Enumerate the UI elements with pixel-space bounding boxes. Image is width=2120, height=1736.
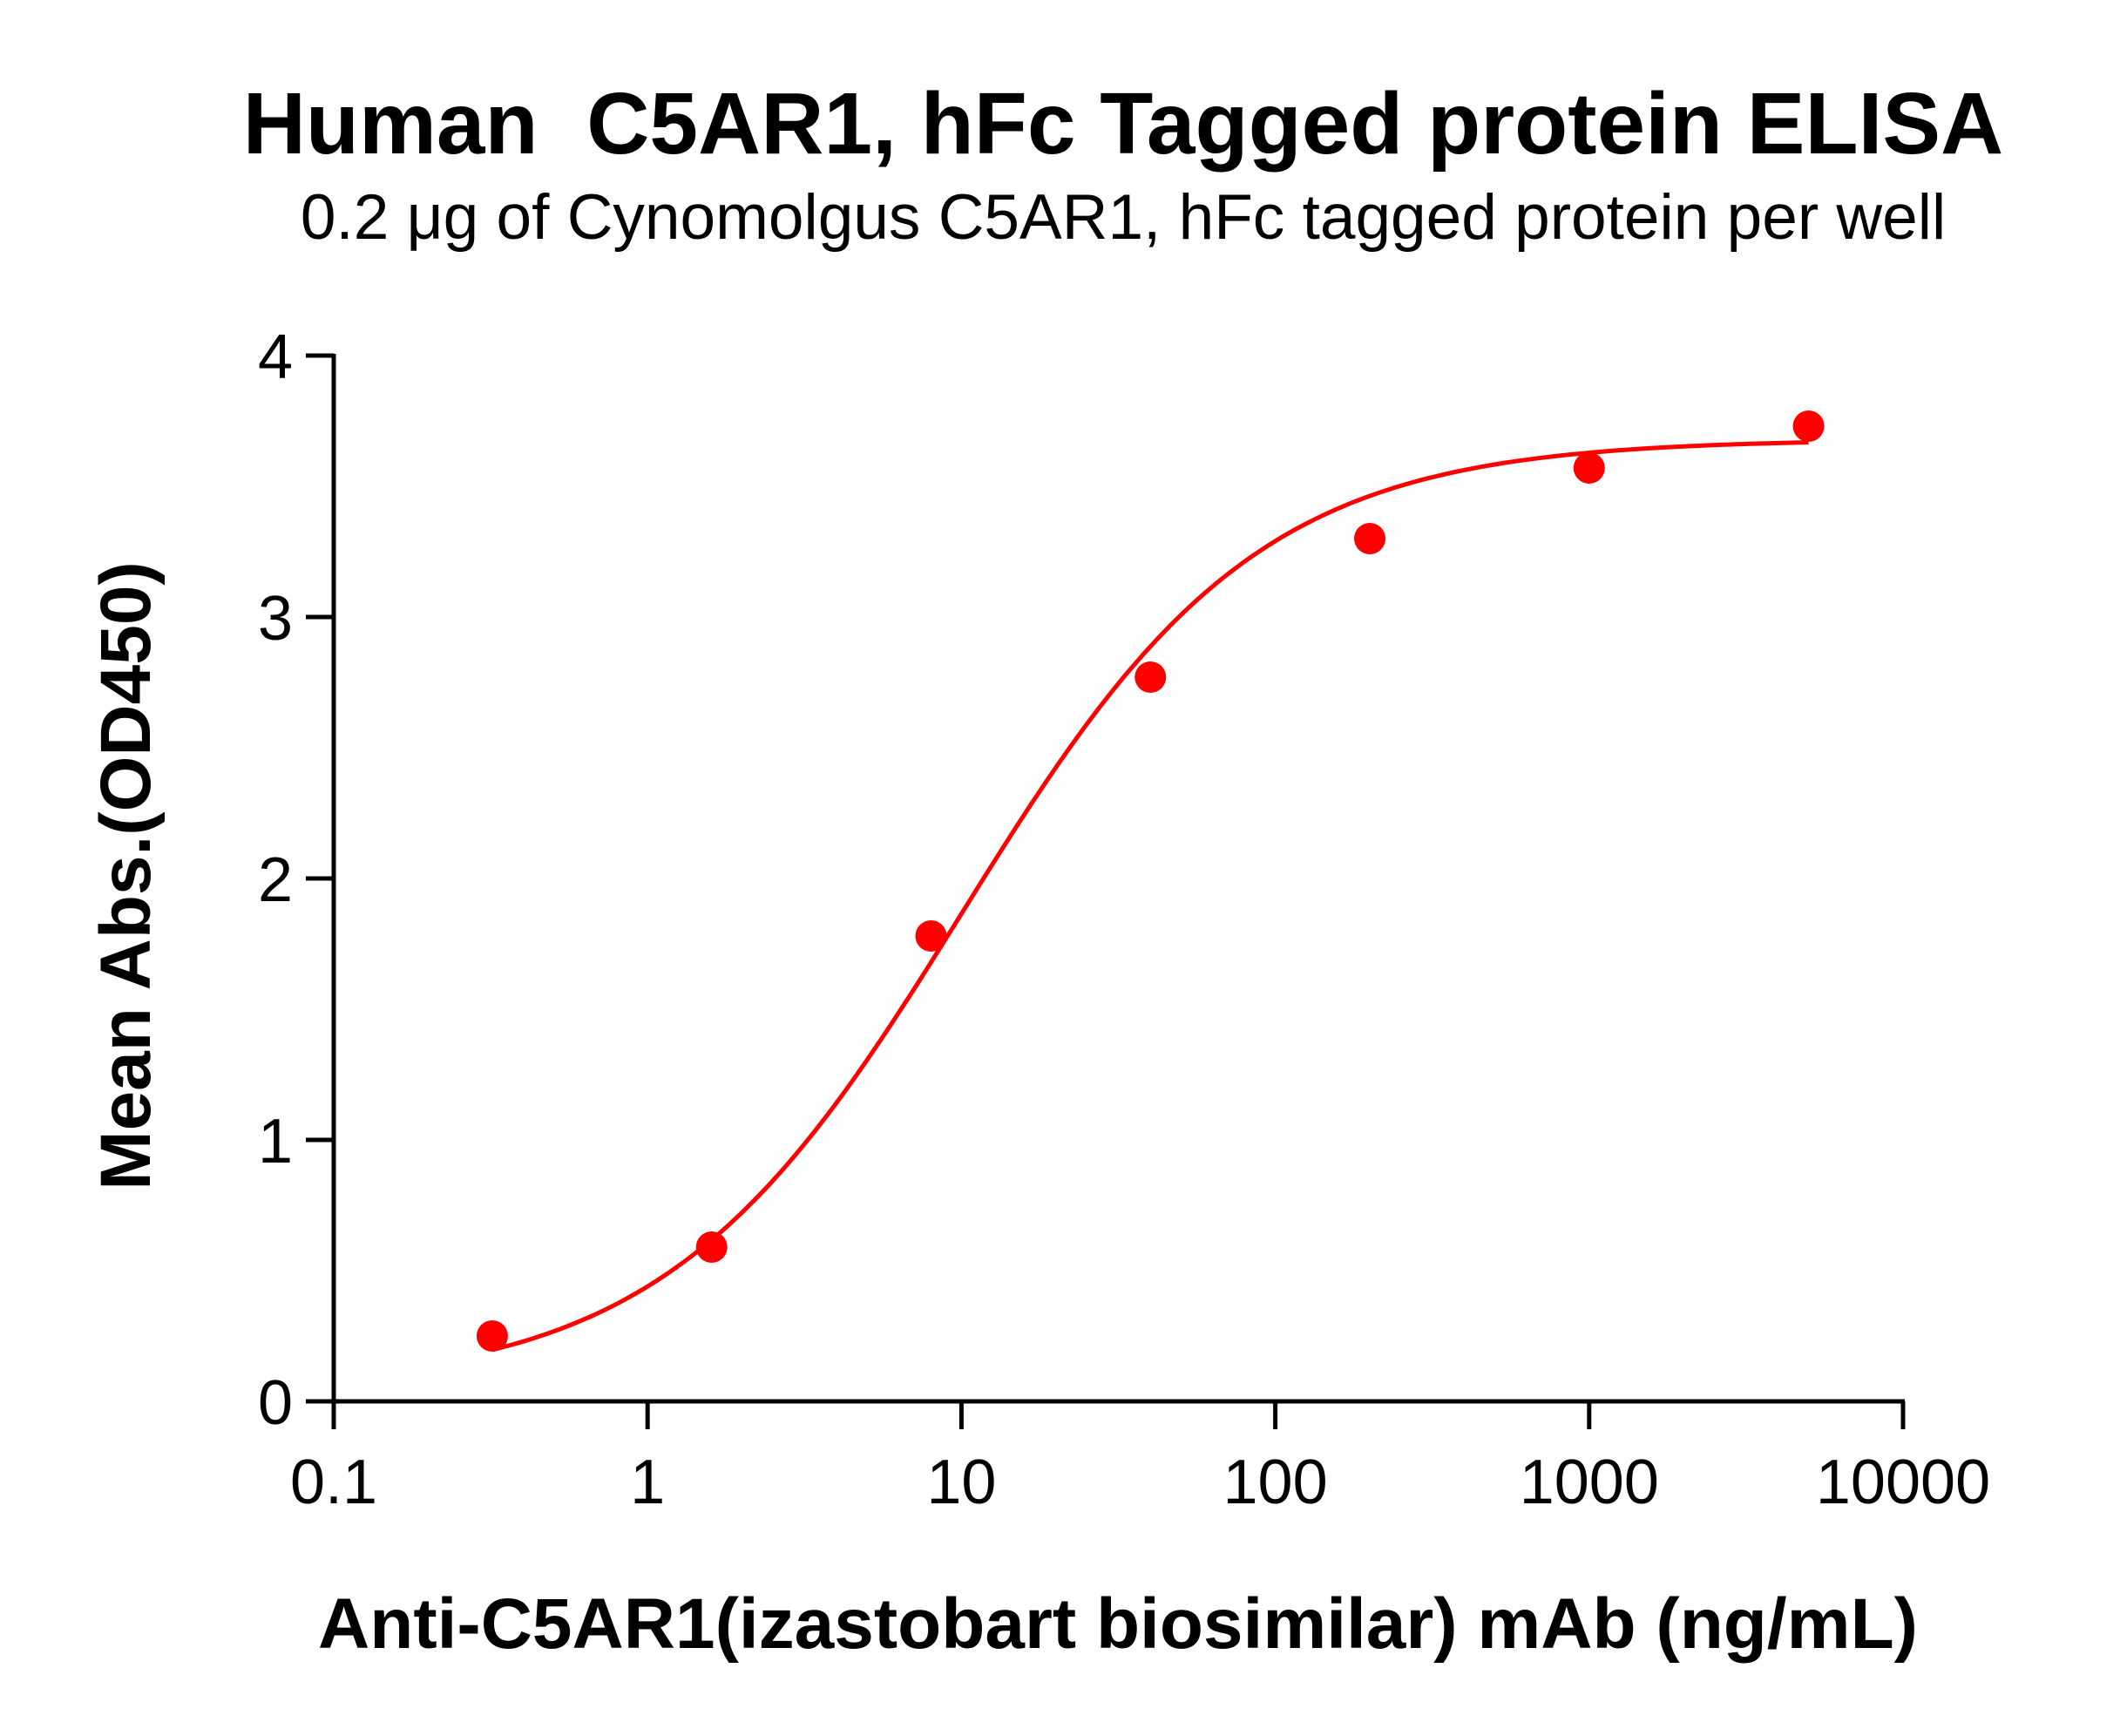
data-point [1135, 661, 1167, 693]
x-tick-label: 0.1 [290, 1448, 377, 1517]
data-points [476, 410, 1825, 1352]
data-point [915, 920, 947, 952]
chart-subtitle: 0.2 μg of Cynomolgus C5AR1, hFc tagged p… [300, 182, 1947, 253]
axes: 0 1 2 3 4 0.1 1 10 100 1000 10000 [258, 322, 1990, 1517]
y-tick-label: 3 [258, 584, 293, 654]
y-tick-label: 0 [258, 1368, 293, 1438]
x-tick-label: 10 [926, 1448, 996, 1517]
x-axis-title: Anti-C5AR1(izastobart biosimilar) mAb (n… [318, 1584, 1918, 1664]
data-point [1354, 523, 1386, 554]
x-tick-label: 1 [630, 1448, 665, 1517]
data-point [1792, 410, 1825, 442]
y-tick-label: 2 [258, 845, 293, 915]
x-tick-label: 100 [1223, 1448, 1328, 1517]
chart-title: Human C5AR1, hFc Tagged protein ELISA [242, 75, 2004, 173]
data-point [1573, 452, 1605, 484]
fit-line [491, 440, 1809, 1353]
y-tick-label: 1 [258, 1107, 293, 1177]
fit-curve [491, 440, 1809, 1353]
x-tick-label: 10000 [1816, 1448, 1990, 1517]
y-tick-label: 4 [258, 322, 293, 392]
data-point [476, 1320, 508, 1352]
y-axis-title: Mean Abs.(OD450) [86, 561, 166, 1190]
data-point [695, 1231, 728, 1263]
x-tick-label: 1000 [1520, 1448, 1659, 1517]
